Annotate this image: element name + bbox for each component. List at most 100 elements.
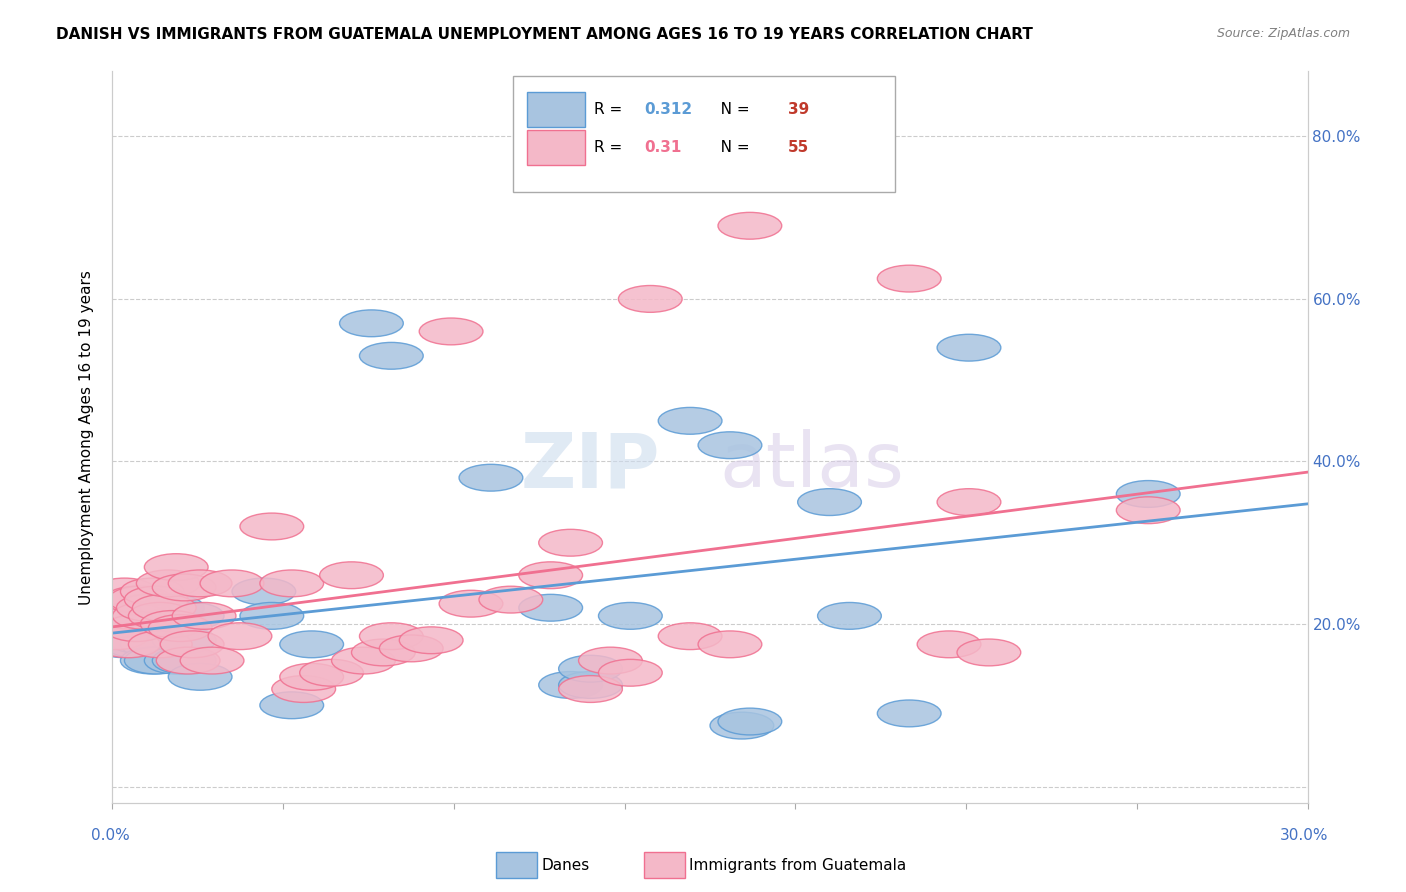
Ellipse shape (136, 570, 200, 597)
Text: R =: R = (595, 102, 627, 117)
Ellipse shape (877, 700, 941, 727)
Ellipse shape (599, 659, 662, 686)
Ellipse shape (938, 489, 1001, 516)
Ellipse shape (558, 675, 623, 702)
Ellipse shape (108, 586, 173, 613)
Ellipse shape (699, 432, 762, 458)
Ellipse shape (240, 602, 304, 629)
Ellipse shape (360, 343, 423, 369)
Ellipse shape (519, 562, 582, 589)
Ellipse shape (797, 489, 862, 516)
Ellipse shape (818, 602, 882, 629)
Text: 39: 39 (787, 102, 808, 117)
Text: Source: ZipAtlas.com: Source: ZipAtlas.com (1216, 27, 1350, 40)
Ellipse shape (112, 602, 176, 629)
Ellipse shape (160, 631, 224, 657)
Ellipse shape (128, 602, 193, 629)
Ellipse shape (419, 318, 484, 345)
Ellipse shape (319, 562, 384, 589)
Ellipse shape (519, 594, 582, 621)
Ellipse shape (260, 692, 323, 719)
Ellipse shape (710, 712, 773, 739)
Ellipse shape (93, 578, 156, 605)
Ellipse shape (280, 664, 343, 690)
Ellipse shape (538, 529, 603, 556)
Ellipse shape (579, 648, 643, 674)
Ellipse shape (145, 648, 208, 674)
Ellipse shape (658, 408, 723, 434)
Text: N =: N = (706, 140, 755, 155)
Ellipse shape (141, 611, 204, 638)
Ellipse shape (957, 639, 1021, 665)
Text: DANISH VS IMMIGRANTS FROM GUATEMALA UNEMPLOYMENT AMONG AGES 16 TO 19 YEARS CORRE: DANISH VS IMMIGRANTS FROM GUATEMALA UNEM… (56, 27, 1033, 42)
Ellipse shape (125, 586, 188, 613)
Ellipse shape (121, 578, 184, 605)
Ellipse shape (240, 513, 304, 540)
Ellipse shape (877, 265, 941, 292)
Ellipse shape (89, 623, 152, 649)
Ellipse shape (141, 615, 204, 641)
Text: Danes: Danes (541, 858, 589, 872)
Ellipse shape (538, 672, 603, 698)
Ellipse shape (152, 627, 217, 654)
Text: R =: R = (595, 140, 627, 155)
FancyBboxPatch shape (527, 92, 585, 127)
Text: 0.31: 0.31 (644, 140, 682, 155)
Text: 0.312: 0.312 (644, 102, 692, 117)
Ellipse shape (208, 623, 271, 649)
Ellipse shape (917, 631, 981, 657)
Ellipse shape (156, 648, 221, 674)
Text: 0.0%: 0.0% (91, 828, 131, 843)
Ellipse shape (1116, 497, 1180, 524)
Ellipse shape (340, 310, 404, 336)
Ellipse shape (145, 554, 208, 581)
Ellipse shape (718, 212, 782, 239)
Ellipse shape (101, 615, 165, 641)
Ellipse shape (152, 574, 217, 601)
Ellipse shape (141, 594, 204, 621)
Ellipse shape (121, 648, 184, 674)
Ellipse shape (117, 594, 180, 621)
Ellipse shape (439, 591, 503, 617)
Ellipse shape (104, 631, 169, 657)
Text: Immigrants from Guatemala: Immigrants from Guatemala (689, 858, 907, 872)
Ellipse shape (380, 635, 443, 662)
Ellipse shape (89, 611, 152, 638)
Ellipse shape (558, 656, 623, 682)
Ellipse shape (97, 631, 160, 657)
Ellipse shape (460, 465, 523, 491)
Ellipse shape (132, 602, 197, 629)
Text: ZIP: ZIP (520, 429, 661, 503)
Ellipse shape (104, 586, 169, 613)
Ellipse shape (332, 648, 395, 674)
Text: 55: 55 (787, 140, 808, 155)
Ellipse shape (101, 602, 165, 629)
Ellipse shape (169, 664, 232, 690)
Ellipse shape (200, 570, 264, 597)
Ellipse shape (121, 631, 184, 657)
Ellipse shape (125, 648, 188, 674)
Ellipse shape (108, 627, 173, 654)
Ellipse shape (299, 659, 363, 686)
Ellipse shape (558, 672, 623, 698)
Ellipse shape (173, 602, 236, 629)
Ellipse shape (271, 675, 336, 702)
Ellipse shape (599, 602, 662, 629)
Ellipse shape (1116, 481, 1180, 508)
Ellipse shape (360, 623, 423, 649)
Ellipse shape (152, 648, 217, 674)
Ellipse shape (104, 615, 169, 641)
Ellipse shape (699, 631, 762, 657)
Ellipse shape (280, 631, 343, 657)
Text: atlas: atlas (720, 429, 904, 503)
Ellipse shape (260, 570, 323, 597)
Text: N =: N = (706, 102, 755, 117)
Text: 30.0%: 30.0% (1281, 828, 1329, 843)
Ellipse shape (718, 708, 782, 735)
Ellipse shape (93, 631, 156, 657)
Ellipse shape (352, 639, 415, 665)
FancyBboxPatch shape (527, 130, 585, 165)
Ellipse shape (169, 570, 232, 597)
Ellipse shape (479, 586, 543, 613)
Ellipse shape (112, 602, 176, 629)
